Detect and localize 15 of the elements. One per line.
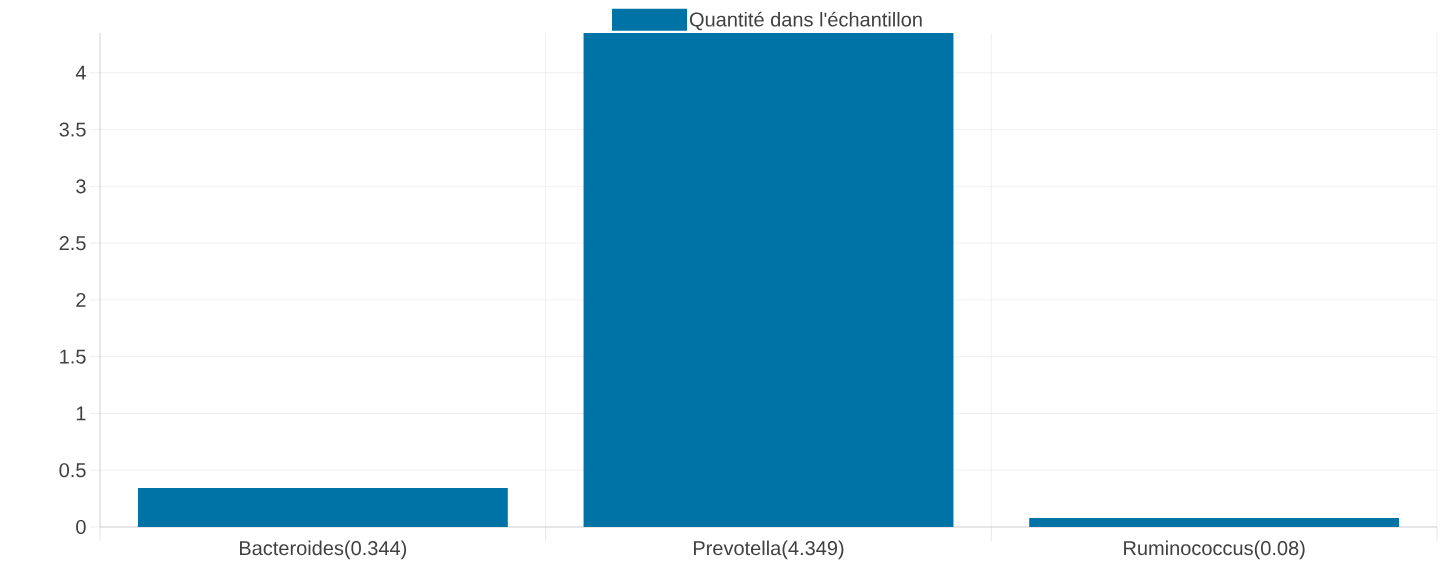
y-tick-label: 2.5 bbox=[59, 236, 86, 251]
x-tick-label: Ruminococcus(0.08) bbox=[1124, 540, 1305, 560]
y-tick-label: 3 bbox=[76, 179, 86, 194]
legend-label: Quantité dans l'échantillon bbox=[689, 11, 922, 31]
y-tick-label: 1 bbox=[76, 406, 86, 421]
y-tick-label: 2 bbox=[76, 292, 86, 307]
bar bbox=[1029, 517, 1400, 527]
y-tick-label: 0.5 bbox=[59, 463, 86, 478]
y-tick-label: 0 bbox=[76, 519, 86, 535]
y-tick-label: 1.5 bbox=[60, 349, 86, 364]
x-tick-label: Bacteroides(0.344) bbox=[239, 540, 407, 560]
bar bbox=[137, 487, 508, 527]
y-tick-label: 4 bbox=[75, 65, 86, 80]
y-tick-label: 3.5 bbox=[59, 122, 86, 137]
x-tick-label: Prevotella(4.349) bbox=[694, 540, 844, 560]
